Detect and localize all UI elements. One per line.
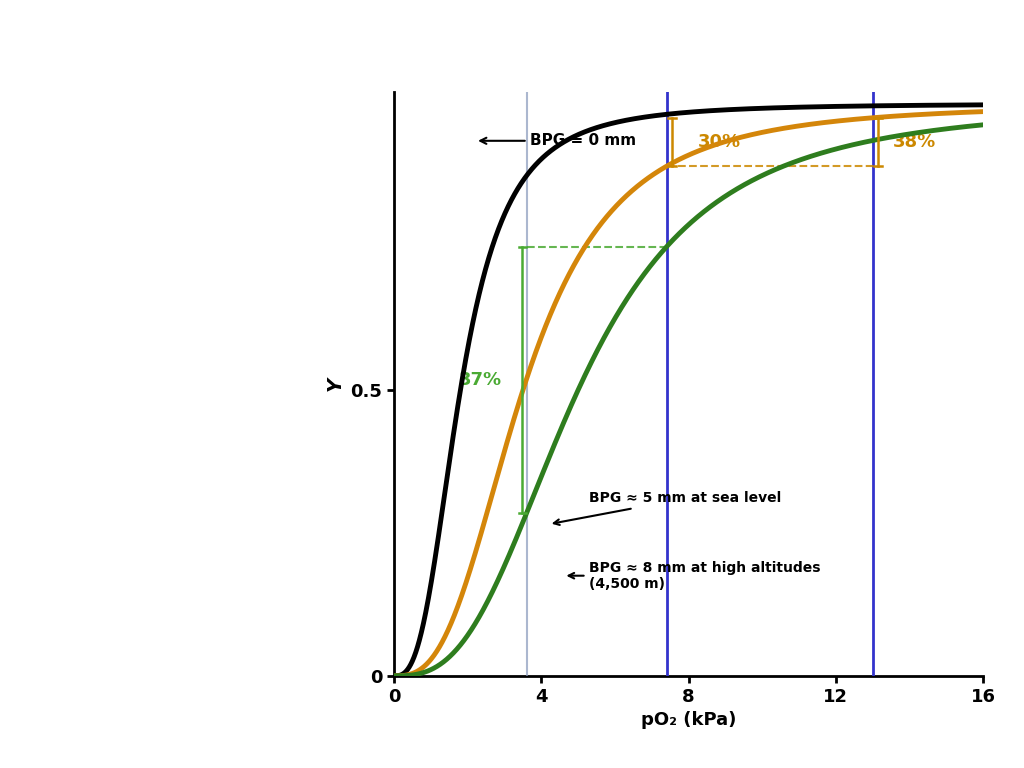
- X-axis label: pO₂ (kPa): pO₂ (kPa): [641, 711, 736, 729]
- Y-axis label: Y: Y: [326, 377, 345, 391]
- Text: 37%: 37%: [459, 371, 502, 389]
- Text: BPG ≈ 5 mm at sea level: BPG ≈ 5 mm at sea level: [554, 492, 781, 525]
- Text: 30%: 30%: [697, 133, 741, 151]
- Text: BPG = 0 mm: BPG = 0 mm: [480, 134, 637, 148]
- Text: BPG ≈ 8 mm at high altitudes
(4,500 m): BPG ≈ 8 mm at high altitudes (4,500 m): [568, 561, 821, 591]
- Text: 38%: 38%: [893, 133, 936, 151]
